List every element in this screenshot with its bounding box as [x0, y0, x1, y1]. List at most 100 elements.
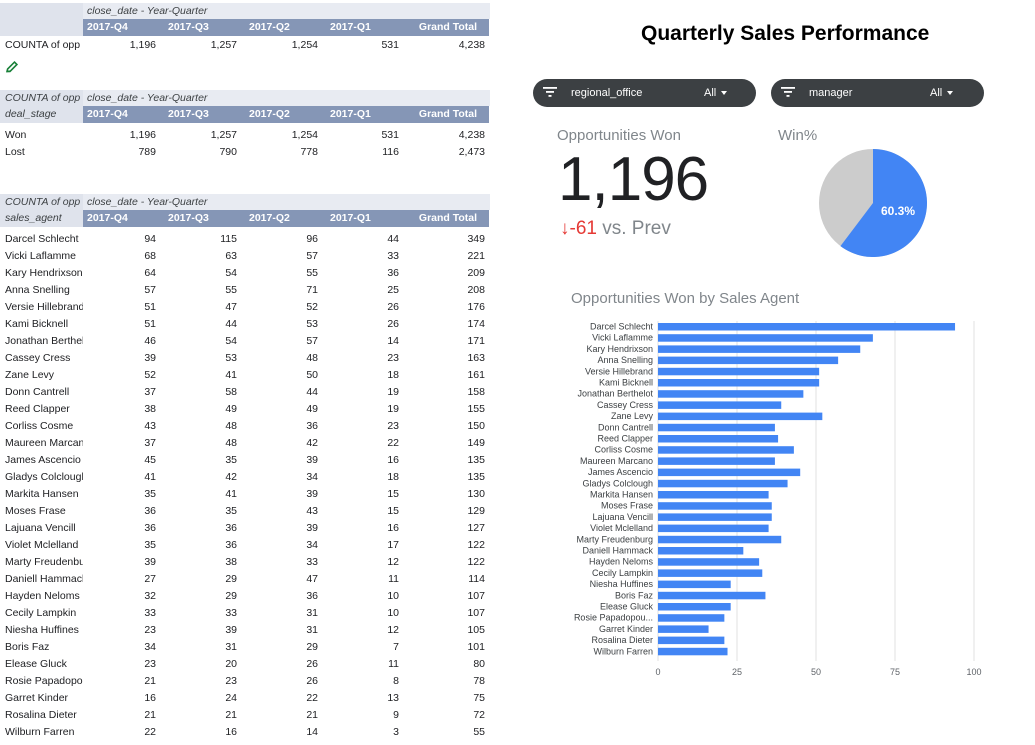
cell[interactable]: 23: [225, 675, 237, 687]
cell[interactable]: 16: [387, 522, 399, 534]
cell[interactable]: 18: [387, 471, 399, 483]
row-label[interactable]: Hayden Neloms: [5, 590, 80, 602]
cell[interactable]: 15: [387, 505, 399, 517]
cell[interactable]: 44: [387, 233, 399, 245]
row-label[interactable]: Wilburn Farren: [5, 726, 75, 738]
row-label[interactable]: Lost: [5, 146, 25, 158]
cell[interactable]: 57: [144, 284, 156, 296]
row-label[interactable]: Violet Mclelland: [5, 539, 79, 551]
cell[interactable]: 57: [306, 335, 318, 347]
cell[interactable]: 31: [306, 607, 318, 619]
filter-regional-office[interactable]: regional_office All: [533, 79, 756, 107]
cell[interactable]: 32: [144, 590, 156, 602]
pivot-col-header[interactable]: 2017-Q2: [245, 19, 326, 36]
bar[interactable]: [658, 603, 731, 611]
cell[interactable]: 39: [144, 352, 156, 364]
cell[interactable]: 4,238: [458, 129, 485, 141]
row-label[interactable]: Daniell Hammack: [5, 573, 83, 585]
cell[interactable]: 38: [225, 556, 237, 568]
cell[interactable]: 53: [225, 352, 237, 364]
cell[interactable]: 12: [387, 624, 399, 636]
cell[interactable]: 8: [393, 675, 399, 687]
cell[interactable]: 64: [144, 267, 156, 279]
cell[interactable]: 778: [300, 146, 318, 158]
row-label[interactable]: Anna Snelling: [5, 284, 70, 296]
cell[interactable]: 789: [138, 146, 156, 158]
pivot-col-header[interactable]: 2017-Q3: [164, 210, 245, 227]
bar[interactable]: [658, 446, 794, 454]
cell[interactable]: 127: [467, 522, 485, 534]
pencil-icon[interactable]: [4, 59, 20, 75]
win-percent-pie-chart[interactable]: 60.3%: [818, 148, 930, 260]
cell[interactable]: 39: [306, 488, 318, 500]
cell[interactable]: 16: [144, 692, 156, 704]
bar[interactable]: [658, 580, 731, 589]
bar[interactable]: [658, 502, 772, 510]
cell[interactable]: 174: [467, 318, 485, 330]
cell[interactable]: 36: [225, 522, 237, 534]
cell[interactable]: 23: [387, 352, 399, 364]
cell[interactable]: 35: [225, 505, 237, 517]
cell[interactable]: 26: [306, 675, 318, 687]
bar[interactable]: [658, 491, 769, 499]
cell[interactable]: 19: [387, 403, 399, 415]
cell[interactable]: 26: [306, 658, 318, 670]
row-label[interactable]: James Ascencio: [5, 454, 81, 466]
row-label[interactable]: Niesha Huffines: [5, 624, 79, 636]
cell[interactable]: 1,254: [291, 39, 318, 51]
row-label[interactable]: Kary Hendrixson: [5, 267, 83, 279]
cell[interactable]: 1,254: [291, 129, 318, 141]
cell[interactable]: 55: [473, 726, 485, 738]
cell[interactable]: 75: [473, 692, 485, 704]
cell[interactable]: 68: [144, 250, 156, 262]
row-label[interactable]: Vicki Laflamme: [5, 250, 76, 262]
bar[interactable]: [658, 367, 820, 376]
cell[interactable]: 42: [306, 437, 318, 449]
pivot-col-header[interactable]: 2017-Q2: [245, 210, 326, 227]
cell[interactable]: 29: [225, 590, 237, 602]
row-label[interactable]: Moses Frase: [5, 505, 66, 517]
cell[interactable]: 176: [467, 301, 485, 313]
bar[interactable]: [658, 379, 820, 387]
cell[interactable]: 10: [387, 590, 399, 602]
cell[interactable]: 29: [225, 573, 237, 585]
cell[interactable]: 78: [473, 675, 485, 687]
row-label[interactable]: Kami Bicknell: [5, 318, 69, 330]
row-label[interactable]: Darcel Schlecht: [5, 233, 79, 245]
cell[interactable]: 107: [467, 607, 485, 619]
cell[interactable]: 349: [467, 233, 485, 245]
row-label[interactable]: Maureen Marcano: [5, 437, 83, 449]
cell[interactable]: 37: [144, 437, 156, 449]
row-label[interactable]: Cassey Cress: [5, 352, 71, 364]
cell[interactable]: 36: [306, 420, 318, 432]
row-label[interactable]: Versie Hillebrand: [5, 301, 83, 313]
cell[interactable]: 48: [225, 420, 237, 432]
cell[interactable]: 29: [306, 641, 318, 653]
cell[interactable]: 57: [306, 250, 318, 262]
cell[interactable]: 21: [144, 675, 156, 687]
pivot-col-header[interactable]: Grand Total: [407, 19, 489, 36]
cell[interactable]: 39: [306, 454, 318, 466]
cell[interactable]: 105: [467, 624, 485, 636]
row-label[interactable]: Won: [5, 129, 27, 141]
cell[interactable]: 22: [144, 726, 156, 738]
row-label[interactable]: Marty Freudenburg: [5, 556, 83, 568]
pivot-col-header[interactable]: 2017-Q3: [164, 19, 245, 36]
cell[interactable]: 43: [306, 505, 318, 517]
cell[interactable]: 41: [225, 488, 237, 500]
cell[interactable]: 22: [387, 437, 399, 449]
cell[interactable]: 9: [393, 709, 399, 721]
cell[interactable]: 33: [306, 556, 318, 568]
cell[interactable]: 55: [306, 267, 318, 279]
cell[interactable]: 37: [144, 386, 156, 398]
cell[interactable]: 7: [393, 641, 399, 653]
cell[interactable]: 27: [144, 573, 156, 585]
cell[interactable]: 33: [387, 250, 399, 262]
cell[interactable]: 1,196: [129, 129, 156, 141]
row-label[interactable]: Boris Faz: [5, 641, 50, 653]
cell[interactable]: 36: [144, 522, 156, 534]
cell[interactable]: 13: [387, 692, 399, 704]
filter-manager[interactable]: manager All: [771, 79, 984, 107]
row-label[interactable]: Zane Levy: [5, 369, 55, 381]
cell[interactable]: 51: [144, 301, 156, 313]
